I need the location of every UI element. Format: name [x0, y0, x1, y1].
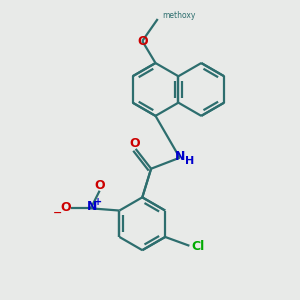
- Text: O: O: [94, 179, 105, 192]
- Text: O: O: [60, 201, 71, 214]
- Text: +: +: [94, 197, 103, 207]
- Text: −: −: [53, 208, 62, 218]
- Text: N: N: [175, 150, 185, 163]
- Text: N: N: [87, 200, 97, 213]
- Text: O: O: [137, 34, 148, 47]
- Text: H: H: [185, 156, 194, 166]
- Text: Cl: Cl: [192, 240, 205, 254]
- Text: methoxy: methoxy: [162, 11, 196, 20]
- Text: O: O: [129, 137, 140, 150]
